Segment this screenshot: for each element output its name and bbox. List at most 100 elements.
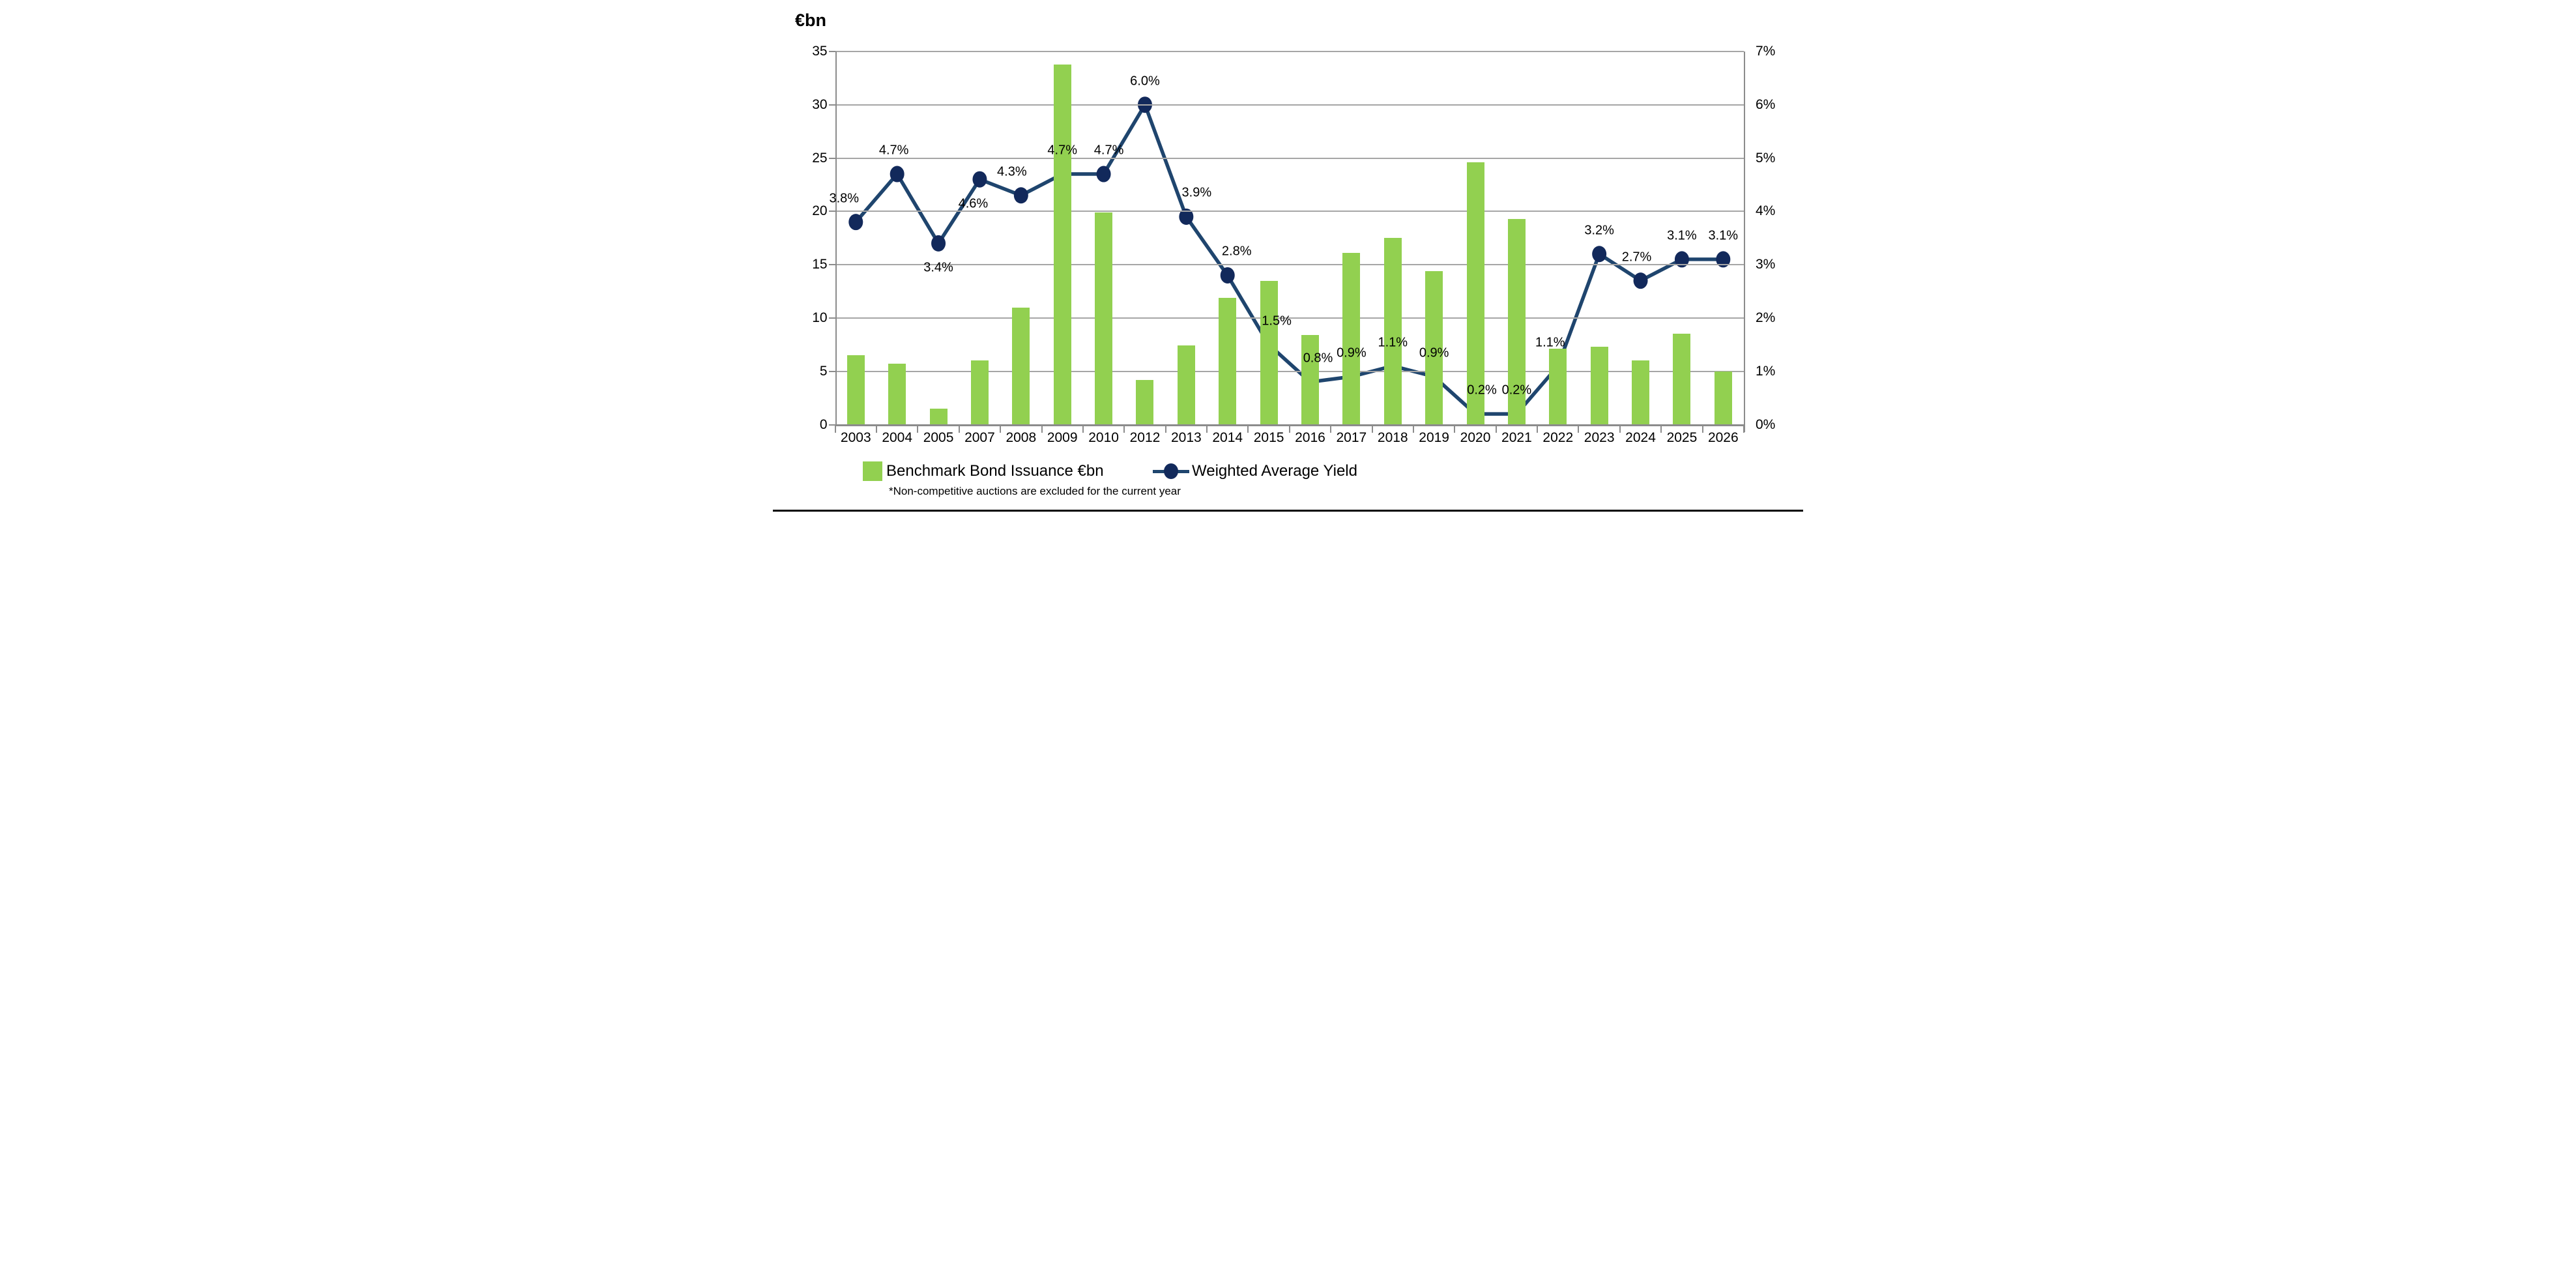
left-axis-tick <box>828 211 835 212</box>
left-axis-tick <box>828 264 835 266</box>
yield-marker <box>1096 166 1111 182</box>
gridline <box>835 104 1744 106</box>
x-axis-tick <box>1412 424 1414 433</box>
issuance-bar <box>1219 297 1237 425</box>
left-axis-tick-label: 0 <box>819 416 828 432</box>
yield-data-label: 1.5% <box>1262 313 1292 328</box>
issuance-bar <box>1507 218 1526 425</box>
x-axis-year-label: 2026 <box>1707 430 1739 445</box>
footnote: *Non-competitive auctions are excluded f… <box>889 485 1181 497</box>
x-axis-tick <box>1330 424 1332 433</box>
x-axis-year-label: 2019 <box>1419 430 1449 445</box>
x-axis-tick <box>1000 424 1002 433</box>
yield-data-label: 4.7% <box>878 143 909 158</box>
issuance-bar <box>1095 212 1113 425</box>
left-axis-line <box>835 51 837 425</box>
issuance-bar <box>970 360 989 425</box>
issuance-bar <box>1383 238 1402 425</box>
yield-marker <box>1592 246 1607 263</box>
x-axis-year-label: 2021 <box>1501 430 1532 445</box>
legend-item-issuance: Benchmark Bond Issuance €bn <box>863 461 1104 481</box>
right-axis-tick-label: 1% <box>1756 363 1776 379</box>
issuance-bar <box>1425 270 1443 425</box>
yield-data-label: 1.1% <box>1535 335 1565 350</box>
x-axis-tick <box>1247 424 1249 433</box>
yield-line <box>854 100 1724 416</box>
yield-data-label: 3.8% <box>829 191 860 206</box>
left-axis-tick-label: 35 <box>812 43 828 59</box>
x-axis-tick <box>1619 424 1621 433</box>
x-axis-tick <box>1165 424 1166 433</box>
x-axis-tick <box>1495 424 1497 433</box>
yield-marker <box>1179 208 1194 225</box>
left-axis-tick-label: 10 <box>812 310 828 325</box>
yield-data-label: 0.2% <box>1467 383 1497 398</box>
x-axis-tick <box>1082 424 1084 433</box>
left-axis-title: €bn <box>795 10 827 30</box>
issuance-bar <box>1466 162 1484 425</box>
x-axis-year-label: 2009 <box>1047 430 1078 445</box>
yield-marker <box>1220 267 1235 284</box>
yield-data-label: 3.2% <box>1584 223 1614 238</box>
yield-data-label: 4.7% <box>1093 143 1124 158</box>
yield-data-label: 0.2% <box>1501 383 1532 398</box>
x-axis-year-label: 2024 <box>1625 430 1656 445</box>
issuance-bar <box>929 408 948 425</box>
x-axis-year-label: 2003 <box>840 430 871 445</box>
right-axis-tick-label: 5% <box>1756 150 1776 166</box>
x-axis-tick <box>834 424 836 433</box>
x-axis-tick <box>1660 424 1662 433</box>
x-axis-year-label: 2018 <box>1377 430 1408 445</box>
left-axis-tick-label: 25 <box>812 150 828 166</box>
legend-item-yield: Weighted Average Yield <box>1153 462 1357 480</box>
right-axis-tick-label: 0% <box>1756 416 1776 432</box>
right-axis-tick-label: 4% <box>1756 203 1776 219</box>
yield-marker <box>972 171 987 188</box>
x-axis-year-label: 2014 <box>1212 430 1243 445</box>
left-axis-tick <box>828 370 835 372</box>
yield-data-label: 4.3% <box>997 164 1027 179</box>
yield-data-label: 6.0% <box>1130 74 1160 89</box>
yield-data-label: 4.7% <box>1047 143 1077 158</box>
x-axis-tick <box>1537 424 1539 433</box>
yield-data-label: 0.9% <box>1337 345 1367 360</box>
yield-data-label: 1.1% <box>1378 335 1408 350</box>
x-axis-tick <box>1288 424 1290 433</box>
legend-label-issuance: Benchmark Bond Issuance €bn <box>886 462 1104 480</box>
yield-data-label: 2.7% <box>1621 250 1652 265</box>
x-axis-year-label: 2010 <box>1088 430 1119 445</box>
x-axis-tick <box>1371 424 1373 433</box>
x-axis-year-label: 2025 <box>1666 430 1698 445</box>
issuance-bar <box>1012 307 1030 425</box>
left-axis-tick-label: 5 <box>819 363 828 379</box>
legend-label-yield: Weighted Average Yield <box>1192 462 1357 480</box>
yield-data-label: 3.9% <box>1181 185 1212 200</box>
issuance-swatch-icon <box>863 461 882 481</box>
x-axis-tick <box>1206 424 1208 433</box>
yield-data-label: 4.6% <box>958 196 989 211</box>
issuance-bar <box>1590 347 1608 425</box>
right-axis-line <box>1744 51 1745 433</box>
left-axis-tick <box>828 50 835 52</box>
x-axis-tick <box>1701 424 1703 433</box>
issuance-yield-chart: €bn Benchmark Bond Issuance €bn Weighted… <box>773 0 1803 513</box>
yield-line-marker-icon <box>1153 463 1189 480</box>
x-axis-year-label: 2022 <box>1542 430 1574 445</box>
left-axis-tick <box>828 157 835 159</box>
x-axis-year-label: 2020 <box>1460 430 1491 445</box>
x-axis-year-label: 2012 <box>1129 430 1161 445</box>
x-axis-year-label: 2017 <box>1336 430 1367 445</box>
yield-marker <box>931 235 946 252</box>
gridline <box>835 370 1744 372</box>
yield-marker <box>1013 187 1028 204</box>
left-axis-tick-label: 15 <box>812 257 828 272</box>
left-axis-tick <box>828 424 835 426</box>
x-axis-tick <box>917 424 919 433</box>
left-axis-tick <box>828 317 835 319</box>
x-axis-tick <box>958 424 960 433</box>
x-axis-tick <box>1041 424 1043 433</box>
yield-marker <box>890 166 904 182</box>
yield-marker <box>848 214 863 231</box>
issuance-bar <box>1301 335 1319 425</box>
gridline <box>835 50 1744 52</box>
